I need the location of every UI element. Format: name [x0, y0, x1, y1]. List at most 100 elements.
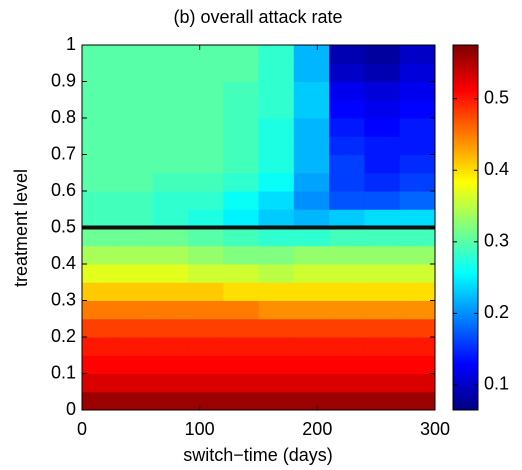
colorbar-tick-label: 0.3 — [484, 231, 509, 251]
heat-cell — [399, 318, 436, 338]
heat-cell — [223, 136, 259, 155]
heat-cell — [329, 191, 365, 210]
y-tick-label: 0 — [66, 399, 76, 419]
heat-cell — [329, 154, 365, 174]
heat-cell — [82, 245, 118, 265]
heat-cell — [187, 282, 224, 301]
heat-cell — [223, 355, 259, 374]
heat-cell — [117, 300, 154, 320]
heat-cell — [187, 172, 224, 192]
heat-cell — [152, 337, 189, 356]
heat-cell — [152, 136, 189, 155]
heat-cell — [117, 154, 154, 174]
heat-cell — [399, 355, 436, 374]
heat-cell — [399, 154, 436, 174]
heat-cell — [399, 45, 436, 64]
y-tick-label: 0.3 — [51, 289, 76, 309]
heat-cell — [399, 264, 436, 283]
heat-cell — [293, 63, 330, 82]
heat-cell — [82, 191, 118, 210]
heat-cell — [152, 209, 189, 228]
heat-cell — [399, 63, 436, 82]
heat-cell — [329, 172, 365, 192]
heat-cell — [293, 337, 330, 356]
heat-cell — [293, 264, 330, 283]
heat-cell — [117, 45, 154, 64]
heat-cell — [399, 118, 436, 137]
heat-cell — [364, 63, 401, 82]
heat-cell — [82, 118, 118, 137]
heat-cell — [152, 172, 189, 192]
heat-cell — [152, 355, 189, 374]
heat-cell — [223, 209, 259, 228]
heat-cell — [258, 191, 295, 210]
heat-cell — [329, 264, 365, 283]
y-tick-label: 1 — [66, 34, 76, 54]
heat-cell — [399, 373, 436, 393]
heat-cell — [187, 81, 224, 101]
heat-cell — [117, 118, 154, 137]
heat-cell — [329, 245, 365, 265]
heat-cell — [258, 318, 295, 338]
heat-cell — [223, 45, 259, 64]
heat-cell — [293, 172, 330, 192]
heat-cell — [117, 391, 154, 411]
colorbar — [452, 44, 479, 411]
heat-cell — [117, 373, 154, 393]
heat-cell — [117, 81, 154, 101]
heat-cell — [152, 191, 189, 210]
y-tick-label: 0.7 — [51, 143, 76, 163]
heat-cell — [187, 245, 224, 265]
heat-cell — [223, 373, 259, 393]
heat-cell — [117, 355, 154, 374]
heat-cell — [258, 118, 295, 137]
heat-cell — [399, 81, 436, 101]
heat-cell — [187, 355, 224, 374]
x-tick-label: 100 — [185, 419, 215, 439]
heat-cell — [364, 154, 401, 174]
heat-cell — [82, 227, 118, 247]
heat-cell — [152, 63, 189, 82]
heat-cell — [187, 264, 224, 283]
heat-cell — [258, 63, 295, 82]
x-axis-label: switch−time (days) — [183, 445, 333, 465]
heat-cell — [82, 136, 118, 155]
heat-cell — [117, 264, 154, 283]
heat-cell — [187, 45, 224, 64]
heat-cell — [223, 172, 259, 192]
heat-cell — [293, 391, 330, 411]
heat-cell — [152, 118, 189, 137]
chart-title: (b) overall attack rate — [173, 7, 342, 27]
heat-cell — [329, 373, 365, 393]
heat-cell — [399, 227, 436, 247]
heat-cell — [399, 99, 436, 119]
heat-cell — [82, 209, 118, 228]
heat-cell — [82, 337, 118, 356]
heat-cell — [364, 373, 401, 393]
heat-cell — [82, 282, 118, 301]
heat-cell — [293, 209, 330, 228]
heat-cell — [117, 282, 154, 301]
heat-cell — [329, 355, 365, 374]
heat-cell — [364, 318, 401, 338]
heat-cell — [82, 45, 118, 64]
heat-cell — [293, 245, 330, 265]
heat-cell — [82, 318, 118, 338]
y-axis-label: treatment level — [11, 169, 31, 287]
heat-cell — [223, 282, 259, 301]
heat-cell — [117, 172, 154, 192]
heat-cell — [329, 99, 365, 119]
heat-cell — [223, 191, 259, 210]
heat-cell — [82, 355, 118, 374]
heat-cell — [293, 99, 330, 119]
x-tick-label: 200 — [302, 419, 332, 439]
heat-cell — [152, 300, 189, 320]
heat-cell — [117, 227, 154, 247]
heat-cell — [329, 81, 365, 101]
heat-cell — [152, 45, 189, 64]
heat-cell — [152, 264, 189, 283]
heat-cell — [293, 373, 330, 393]
heat-cell — [258, 245, 295, 265]
heat-cell — [152, 282, 189, 301]
heat-cell — [258, 264, 295, 283]
